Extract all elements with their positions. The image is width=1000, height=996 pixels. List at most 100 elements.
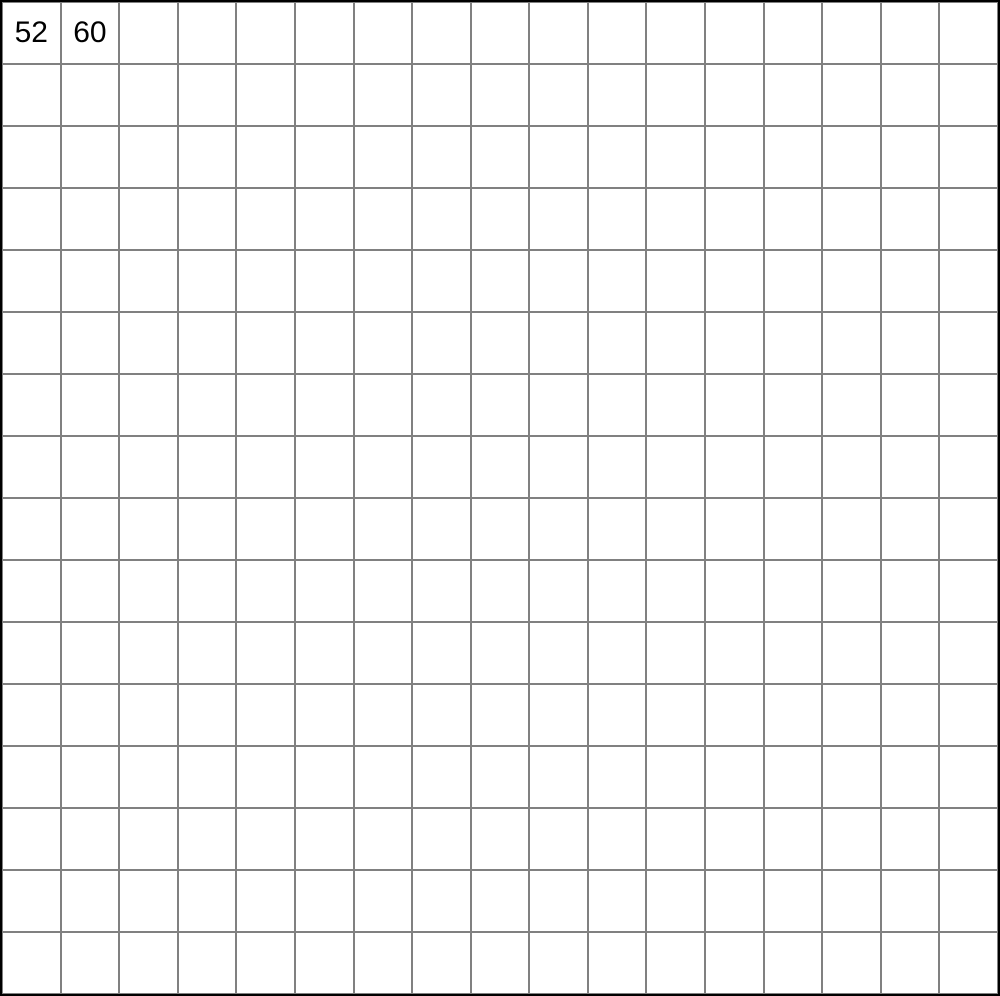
grid-cell	[822, 436, 881, 498]
grid-cell	[939, 498, 998, 560]
grid-cell	[646, 622, 705, 684]
grid-cell	[705, 126, 764, 188]
grid-cell	[412, 684, 471, 746]
grid-cell	[764, 808, 823, 870]
grid-cell	[119, 746, 178, 808]
grid-cell	[236, 808, 295, 870]
grid-cell	[939, 64, 998, 126]
grid-cell	[295, 188, 354, 250]
grid-cell	[2, 808, 61, 870]
grid-cell	[646, 808, 705, 870]
grid-cell	[881, 126, 940, 188]
grid-cell	[705, 64, 764, 126]
grid-cell: 52	[2, 2, 61, 64]
grid-cell	[119, 560, 178, 622]
grid-cell	[471, 188, 530, 250]
grid-cell	[471, 436, 530, 498]
grid-cell	[2, 684, 61, 746]
grid-cell	[705, 870, 764, 932]
grid-cell	[822, 808, 881, 870]
grid-cell	[295, 870, 354, 932]
grid-cell	[119, 932, 178, 994]
grid-cell	[764, 250, 823, 312]
grid-cell	[412, 622, 471, 684]
grid-cell	[295, 312, 354, 374]
grid-cell	[705, 498, 764, 560]
grid-cell	[471, 932, 530, 994]
grid-cell	[764, 498, 823, 560]
grid-cell	[822, 684, 881, 746]
grid-cell	[881, 188, 940, 250]
grid-cell	[2, 126, 61, 188]
grid-cell	[705, 436, 764, 498]
grid-cell	[705, 2, 764, 64]
grid-cell	[705, 560, 764, 622]
grid-cell	[61, 870, 120, 932]
grid-cell	[529, 560, 588, 622]
grid-cell	[529, 808, 588, 870]
grid-cell	[881, 746, 940, 808]
grid-cell	[119, 64, 178, 126]
grid-cell	[764, 188, 823, 250]
grid-cell	[178, 436, 237, 498]
grid-cell	[2, 746, 61, 808]
grid-cell	[236, 374, 295, 436]
grid-cell	[236, 498, 295, 560]
grid-cell	[646, 560, 705, 622]
grid-cell	[178, 188, 237, 250]
grid-cell	[588, 436, 647, 498]
grid-cell	[471, 64, 530, 126]
grid-cell	[588, 374, 647, 436]
grid-cell	[529, 746, 588, 808]
grid-cell	[939, 126, 998, 188]
grid-cell	[764, 560, 823, 622]
grid-cell	[939, 684, 998, 746]
grid-cell	[295, 2, 354, 64]
grid-cell	[939, 932, 998, 994]
grid-cell	[822, 932, 881, 994]
grid-cell	[646, 746, 705, 808]
grid-cell	[588, 622, 647, 684]
grid-cell	[764, 436, 823, 498]
grid-cell	[646, 498, 705, 560]
grid-cell	[236, 436, 295, 498]
grid-cell	[646, 188, 705, 250]
grid-cell	[61, 374, 120, 436]
grid-cell	[881, 2, 940, 64]
grid-cell	[588, 250, 647, 312]
grid-cell	[764, 312, 823, 374]
grid-cell	[471, 250, 530, 312]
grid-cell	[178, 808, 237, 870]
grid-cell	[2, 560, 61, 622]
grid-cell	[119, 2, 178, 64]
grid-cell	[705, 932, 764, 994]
grid-cell	[295, 436, 354, 498]
grid-cell	[119, 126, 178, 188]
grid-cell	[61, 560, 120, 622]
grid-cell	[354, 808, 413, 870]
grid-cell	[412, 126, 471, 188]
grid-cell	[939, 808, 998, 870]
grid-cell	[295, 808, 354, 870]
grid-cell	[178, 2, 237, 64]
grid-cell	[471, 684, 530, 746]
grid-cell	[529, 622, 588, 684]
grid-cell	[354, 126, 413, 188]
grid-cell	[939, 250, 998, 312]
grid-cell	[412, 64, 471, 126]
grid-cell	[412, 746, 471, 808]
grid-cell	[471, 374, 530, 436]
grid-cell	[881, 808, 940, 870]
grid-cell	[588, 684, 647, 746]
grid-cell	[588, 808, 647, 870]
grid-cell	[119, 188, 178, 250]
grid-cell	[412, 932, 471, 994]
grid-cell	[61, 436, 120, 498]
grid-cell	[529, 2, 588, 64]
grid-cell	[529, 932, 588, 994]
grid-cell	[588, 188, 647, 250]
grid-cell	[764, 870, 823, 932]
grid-cell	[705, 808, 764, 870]
grid-cell	[354, 560, 413, 622]
grid-cell	[705, 312, 764, 374]
